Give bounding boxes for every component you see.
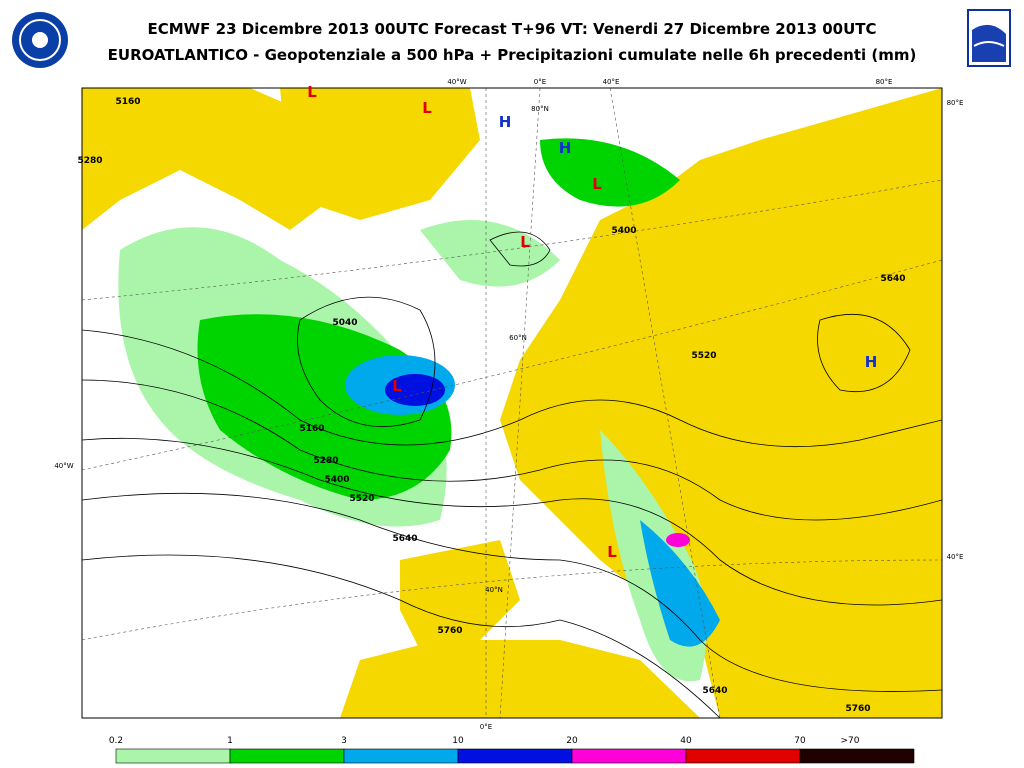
logo-left bbox=[12, 12, 68, 68]
legend-swatch bbox=[685, 748, 801, 764]
contour-label: 5040 bbox=[332, 318, 357, 328]
grid-label: 40°W bbox=[54, 462, 73, 470]
grid-label: 40°N bbox=[485, 586, 503, 594]
legend-label: 10 bbox=[452, 736, 464, 746]
legend-label: 40 bbox=[680, 736, 692, 746]
legend-swatch bbox=[229, 748, 345, 764]
grid-label: 80°E bbox=[947, 99, 964, 107]
contour-label: 5160 bbox=[115, 97, 140, 107]
grid-label: 0°E bbox=[534, 78, 546, 86]
logo-right bbox=[967, 9, 1011, 67]
legend-swatch bbox=[571, 748, 687, 764]
title-line1: ECMWF 23 Dicembre 2013 00UTC Forecast T+… bbox=[147, 20, 876, 38]
contour-label: 5760 bbox=[437, 626, 462, 636]
grid-label: 80°N bbox=[531, 105, 549, 113]
legend-label: 0.2 bbox=[109, 736, 123, 746]
pressure-center: L bbox=[592, 175, 602, 193]
legend-label: >70 bbox=[841, 736, 860, 746]
legend-label: 20 bbox=[566, 736, 578, 746]
pressure-center: L bbox=[392, 377, 402, 395]
contour-label: 5640 bbox=[392, 534, 417, 544]
grid-label: 0°E bbox=[480, 723, 492, 731]
title-line2: EUROATLANTICO - Geopotenziale a 500 hPa … bbox=[108, 46, 917, 64]
grid-label: 40°W bbox=[447, 78, 466, 86]
contour-label: 5400 bbox=[611, 226, 636, 236]
legend-swatch bbox=[457, 748, 573, 764]
grid-label: 40°E bbox=[947, 553, 964, 561]
contour-label: 5160 bbox=[299, 424, 324, 434]
legend-label: 70 bbox=[794, 736, 806, 746]
pressure-center: H bbox=[865, 353, 878, 371]
map bbox=[81, 87, 943, 719]
contour-label: 5280 bbox=[77, 156, 102, 166]
contour-label: 5520 bbox=[691, 351, 716, 361]
pressure-center: L bbox=[422, 99, 432, 117]
pressure-center: H bbox=[499, 113, 512, 131]
contour-label: 5640 bbox=[880, 274, 905, 284]
contour-label: 5400 bbox=[324, 475, 349, 485]
grid-label: 40°E bbox=[603, 78, 620, 86]
grid-label: 60°N bbox=[509, 334, 527, 342]
legend-label: 1 bbox=[227, 736, 233, 746]
contour-label: 5280 bbox=[313, 456, 338, 466]
legend-swatch bbox=[343, 748, 459, 764]
grid-label: 80°E bbox=[876, 78, 893, 86]
contour-label: 5520 bbox=[349, 494, 374, 504]
pressure-center: H bbox=[559, 139, 572, 157]
pressure-center: L bbox=[607, 543, 617, 561]
legend-swatch bbox=[799, 748, 915, 764]
contour-label: 5640 bbox=[702, 686, 727, 696]
legend-label: 3 bbox=[341, 736, 347, 746]
pressure-center: L bbox=[520, 233, 530, 251]
pressure-center: L bbox=[307, 83, 317, 101]
contour-label: 5760 bbox=[845, 704, 870, 714]
legend-swatch bbox=[115, 748, 231, 764]
